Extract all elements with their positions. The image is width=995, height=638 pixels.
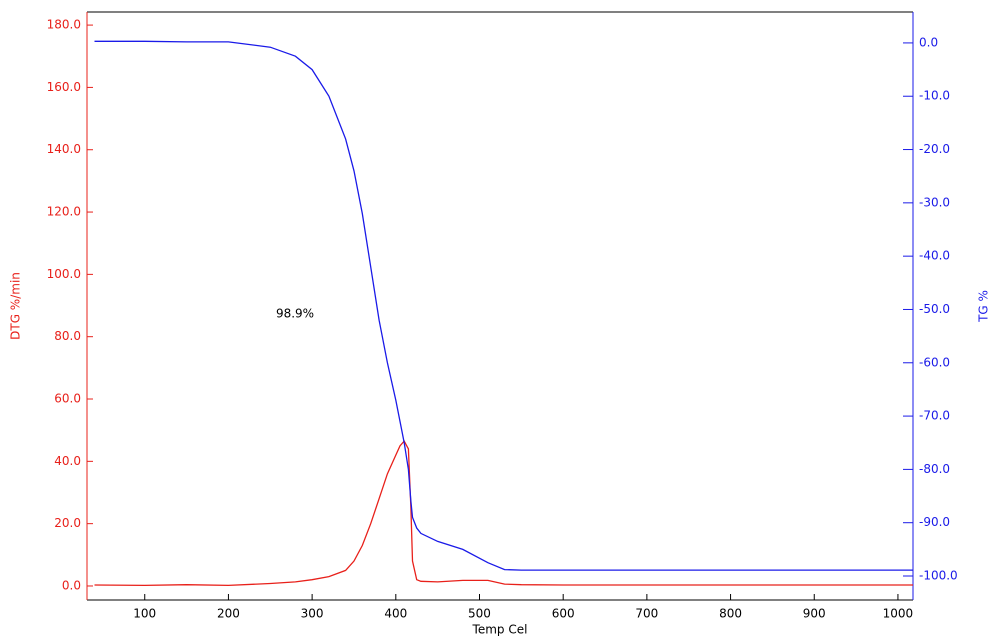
y2-tick-label: -20.0 <box>919 142 950 156</box>
series-line <box>94 40 913 571</box>
x-tick-label: 1000 <box>883 607 914 621</box>
y-tick-label: 80.0 <box>54 329 81 343</box>
x-tick-label: 700 <box>635 607 658 621</box>
y2-tick-label: -90.0 <box>919 515 950 529</box>
y2-axis-label: TG % <box>977 290 991 323</box>
y2-tick-label: -80.0 <box>919 462 950 476</box>
y-tick-label: 100.0 <box>47 267 81 281</box>
x-tick-label: 200 <box>217 607 240 621</box>
y-tick-label: 120.0 <box>47 205 81 219</box>
y2-tick-label: -30.0 <box>919 195 950 209</box>
y2-tick-label: -50.0 <box>919 302 950 316</box>
y-tick-label: 60.0 <box>54 392 81 406</box>
x-tick-label: 600 <box>552 607 575 621</box>
series-line <box>94 439 913 587</box>
y2-tick-label: -70.0 <box>919 409 950 423</box>
x-tick-label: 400 <box>384 607 407 621</box>
annotation: 98.9% <box>276 307 314 321</box>
y2-tick-label: -40.0 <box>919 249 950 263</box>
y-tick-label: 0.0 <box>62 578 81 592</box>
y-tick-label: 180.0 <box>47 18 81 32</box>
x-tick-label: 100 <box>133 607 156 621</box>
x-axis-label: Temp Cel <box>472 623 528 637</box>
x-tick-label: 800 <box>719 607 742 621</box>
y-axis-label: DTG %/min <box>9 272 23 340</box>
y-tick-label: 20.0 <box>54 516 81 530</box>
y2-tick-label: 0.0 <box>919 35 938 49</box>
y2-tick-label: -10.0 <box>919 89 950 103</box>
x-tick-label: 300 <box>301 607 324 621</box>
y2-tick-label: -100.0 <box>919 569 958 583</box>
x-tick-label: 500 <box>468 607 491 621</box>
y2-tick-label: -60.0 <box>919 355 950 369</box>
y-tick-label: 40.0 <box>54 454 81 468</box>
y-tick-label: 140.0 <box>47 142 81 156</box>
x-tick-label: 900 <box>803 607 826 621</box>
y-tick-label: 160.0 <box>47 80 81 94</box>
